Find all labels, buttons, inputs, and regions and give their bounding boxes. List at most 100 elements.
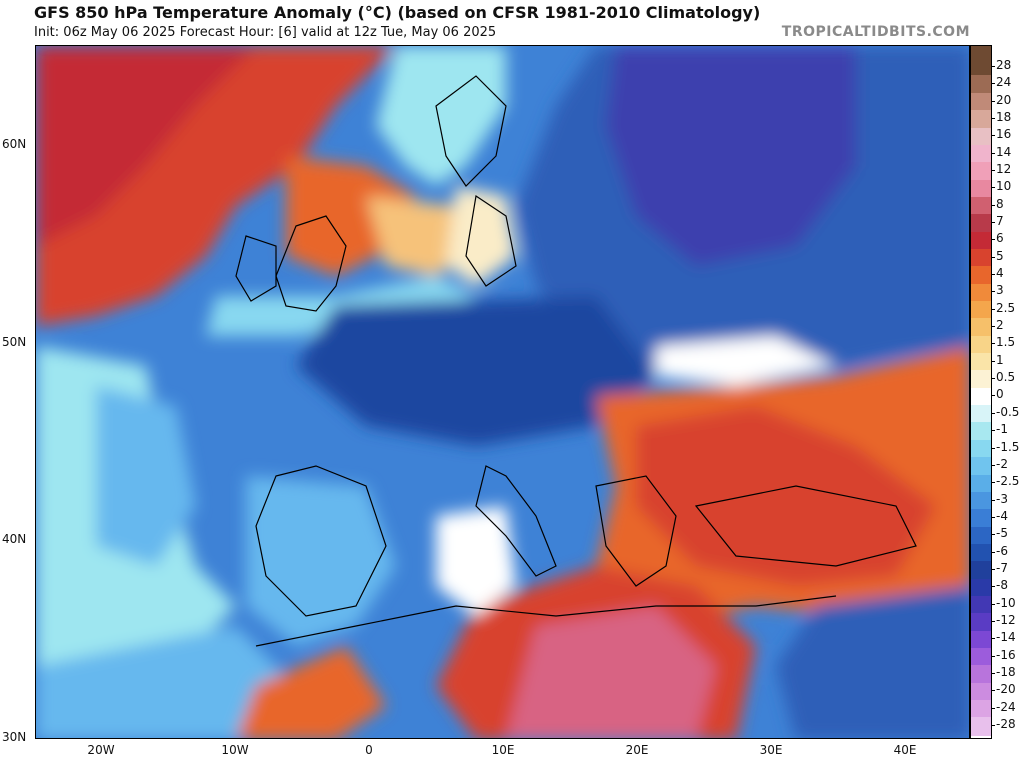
colorbar-cell [971,179,991,198]
colorbar-label: -0.5 [996,404,1020,419]
colorbar-tick [992,586,995,588]
colorbar-cell [971,700,991,719]
colorbar-tick [992,412,995,414]
lon-label-10w: 10W [221,743,249,757]
colorbar-tick [992,239,995,241]
colorbar-cell [971,509,991,528]
colorbar-label: 7 [996,213,1004,228]
colorbar-tick [992,707,995,709]
colorbar-label: -24 [996,699,1016,714]
colorbar-tick [992,638,995,640]
colorbar-tick [992,447,995,449]
colorbar-label: 1 [996,352,1004,367]
colorbar-cell [971,457,991,476]
colorbar-label: -8 [996,578,1008,593]
colorbar-tick [992,65,995,67]
colorbar-cell-top [971,46,991,59]
colorbar-cell [971,561,991,580]
colorbar-tick [992,378,995,380]
colorbar-label: -18 [996,665,1016,680]
anomaly-map[interactable] [35,45,970,739]
colorbar-tick [992,534,995,536]
colorbar-label: 4 [996,266,1004,281]
colorbar-tick [992,499,995,501]
colorbar-tick [992,256,995,258]
colorbar-cell [971,648,991,667]
colorbar-label: -10 [996,595,1016,610]
colorbar-label: 10 [996,179,1012,194]
colorbar-label: -6 [996,543,1008,558]
chart-title: GFS 850 hPa Temperature Anomaly (°C) (ba… [34,3,761,22]
colorbar-cell [971,110,991,129]
colorbar-tick [992,568,995,570]
colorbar-cell [971,266,991,285]
colorbar-label: -7 [996,560,1008,575]
lon-label-20e: 20E [625,743,649,757]
colorbar-cell [971,127,991,146]
map-canvas [36,46,969,738]
colorbar-label: 5 [996,248,1004,263]
lon-label-30e: 30E [759,743,783,757]
colorbar-tick [992,274,995,276]
colorbar-cell [971,405,991,424]
lat-label-60n: 60N [2,137,27,151]
colorbar-label: -14 [996,630,1016,645]
colorbar-cell [971,665,991,684]
colorbar-label: -20 [996,682,1016,697]
colorbar-label: -5 [996,526,1008,541]
colorbar-label: -2.5 [996,474,1020,489]
colorbar-tick [992,725,995,727]
colorbar-label: 28 [996,57,1012,72]
colorbar-tick [992,291,995,293]
colorbar-cell [971,162,991,181]
lat-label-40n: 40N [2,532,27,546]
colorbar-tick [992,326,995,328]
chart-subtitle: Init: 06z May 06 2025 Forecast Hour: [6]… [34,25,497,40]
colorbar-tick [992,187,995,189]
colorbar-cell [971,58,991,77]
colorbar-cell [971,248,991,268]
colorbar-label: 20 [996,92,1012,107]
colorbar-label: -4 [996,508,1008,523]
colorbar-tick [992,221,995,223]
colorbar-tick [992,673,995,675]
colorbar-tick [992,117,995,119]
colorbar-label: 0.5 [996,370,1016,385]
colorbar-tick [992,360,995,362]
colorbar-cell [971,613,991,632]
colorbar-tick [992,169,995,171]
colorbar-label: -1.5 [996,439,1020,454]
colorbar-tick [992,655,995,657]
colorbar-cell [971,353,991,372]
colorbar-cell [971,717,991,736]
colorbar-cell [971,630,991,650]
coastlines [235,75,917,647]
colorbar-label: -16 [996,647,1016,662]
colorbar-label: 3 [996,283,1004,298]
colorbar-cell [971,196,991,216]
colorbar-tick [992,100,995,102]
colorbar-cell [971,387,991,407]
colorbar-cell [971,491,991,511]
colorbar-tick [992,551,995,553]
lon-label-40e: 40E [893,743,917,757]
watermark: TROPICALTIDBITS.COM [781,24,970,40]
colorbar-cell [971,422,991,441]
colorbar-cell [971,75,991,94]
colorbar-label: 2 [996,318,1004,333]
colorbar-cell [971,682,991,702]
colorbar-cell [971,335,991,355]
colorbar-label: 1.5 [996,335,1016,350]
colorbar-label: -3 [996,491,1008,506]
colorbar-label: -12 [996,613,1016,628]
lat-label-30n: 30N [2,730,27,744]
colorbar-label: 6 [996,231,1004,246]
colorbar-cell [971,283,991,303]
colorbar-label: 16 [996,127,1012,142]
colorbar-label: -1 [996,422,1008,437]
colorbar-tick [992,308,995,310]
lon-label-10e: 10E [491,743,515,757]
colorbar-cell [971,543,991,563]
colorbar-cell [971,439,991,459]
colorbar-tick [992,690,995,692]
